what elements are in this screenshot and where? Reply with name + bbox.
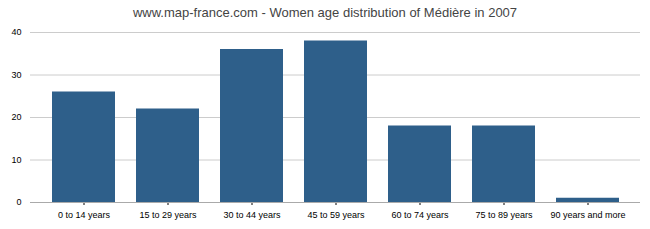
- html-text:www.map-france.com - Women age: www.map-france.com - Women age distribut…: [132, 5, 518, 20]
- svg-text:0 to 14 years: 0 to 14 years: [58, 210, 111, 220]
- svg-text:15 to 29 years: 15 to 29 years: [139, 210, 197, 220]
- svg-text:45 to 59 years: 45 to 59 years: [307, 210, 365, 220]
- svg-text:30 to 44 years: 30 to 44 years: [223, 210, 281, 220]
- svg-text:90 years and more: 90 years and more: [550, 210, 625, 220]
- svg-text:10: 10: [11, 155, 21, 165]
- svg-text:75 to 89 years: 75 to 89 years: [475, 210, 533, 220]
- svg-text:60 to 74 years: 60 to 74 years: [391, 210, 449, 220]
- svg-text:20: 20: [11, 112, 21, 122]
- svg-text:40: 40: [11, 27, 21, 37]
- svg-text:0: 0: [16, 197, 21, 207]
- svg-text:30: 30: [11, 70, 21, 80]
